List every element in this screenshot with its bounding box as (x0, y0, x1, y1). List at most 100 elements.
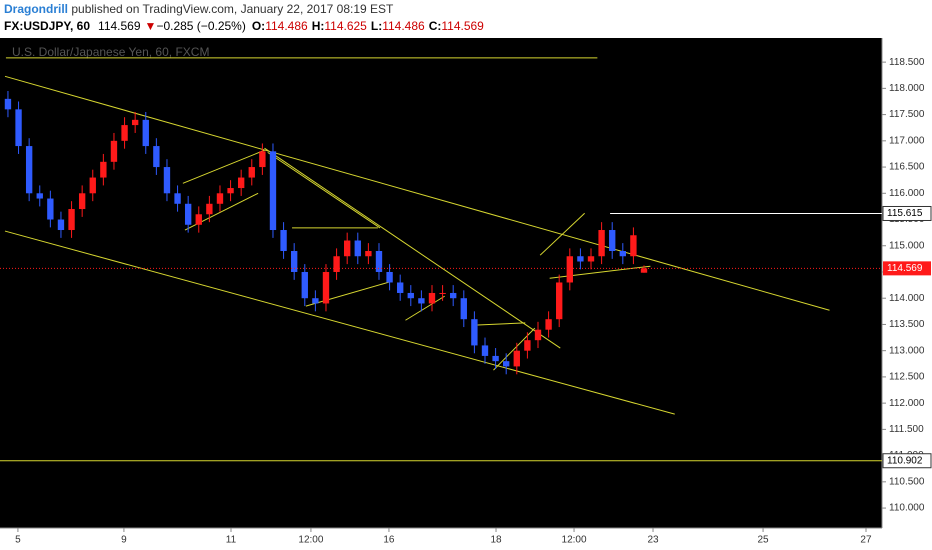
candle-body (619, 250, 626, 257)
price: 114.569 (98, 19, 141, 33)
candle-body (195, 214, 202, 225)
symbol: FX:USDJPY, 60 (4, 19, 90, 33)
y-tick-label: 117.500 (889, 109, 925, 120)
trend-line (4, 75, 830, 311)
y-tick-label: 114.000 (889, 293, 925, 304)
level-badge (882, 453, 932, 469)
x-tick-label: 18 (490, 535, 502, 546)
trend-line (267, 151, 381, 229)
candle-body (460, 298, 467, 320)
candle-body (534, 329, 542, 341)
y-tick-label: 112.000 (889, 398, 925, 409)
y-tick-label: 115.000 (889, 240, 925, 251)
y-tick-label: 116.500 (889, 162, 925, 173)
y-tick-label: 111.500 (889, 424, 924, 435)
candle-body (110, 140, 118, 162)
x-tick-label: 12:00 (298, 535, 323, 546)
plot-area (0, 38, 882, 528)
x-tick-label: 27 (860, 535, 872, 546)
published: published on TradingView.com, January 22… (68, 2, 394, 16)
y-tick-label: 110.000 (889, 503, 925, 514)
level-badge (882, 205, 932, 221)
arrow: ▼ (145, 19, 157, 33)
x-tick-label: 16 (383, 535, 395, 546)
trend-line (477, 322, 526, 326)
c-value: 114.569 (441, 19, 484, 33)
candle-body (280, 230, 287, 251)
candle-body (184, 203, 192, 225)
candle-body (524, 340, 531, 351)
y-tick-label: 110.500 (889, 476, 925, 487)
candle-body (598, 230, 605, 257)
y-tick-label: 118.000 (889, 83, 925, 94)
trend-line (405, 295, 445, 321)
candle-body (312, 298, 319, 304)
header-line: Dragondrill published on TradingView.com… (4, 2, 394, 16)
trend-line (182, 149, 265, 184)
y-tick-label: 118.500 (889, 57, 925, 68)
candle-body (354, 240, 361, 257)
candle-body (450, 292, 457, 299)
x-tick-label: 23 (647, 535, 659, 546)
candle-body (386, 271, 393, 283)
candle-body (89, 177, 96, 194)
candle-body (100, 161, 107, 178)
candle-body (4, 98, 12, 110)
watermark: U.S. Dollar/Japanese Yen, 60, FXCM (12, 45, 209, 59)
trend-line (493, 327, 536, 371)
candle-body (227, 188, 234, 194)
candle-body (503, 361, 510, 367)
y-tick-label: 113.500 (889, 319, 925, 330)
candle-body (174, 193, 181, 204)
x-tick-label: 5 (15, 535, 21, 546)
candle-body (142, 119, 149, 147)
candle-body (301, 271, 308, 299)
last-price-badge (883, 261, 931, 276)
candle-body (545, 319, 552, 330)
y-tick-label: 112.500 (889, 372, 925, 383)
author[interactable]: Dragondrill (4, 2, 68, 16)
candle-body (153, 146, 160, 168)
candle-body (121, 125, 128, 141)
y-tick-label: 117.000 (889, 135, 925, 146)
candle-body (68, 209, 75, 231)
candle-body (375, 250, 383, 272)
candle-body (492, 355, 499, 362)
candle-body (15, 109, 22, 147)
candle-body (269, 151, 277, 231)
candle-body (439, 292, 446, 294)
x-tick-label: 25 (757, 535, 769, 546)
candle-body (333, 256, 340, 272)
candle-body (57, 219, 65, 231)
candle-body (587, 256, 595, 262)
candle-body (131, 119, 139, 126)
candle-body (640, 268, 648, 273)
x-tick-label: 9 (121, 535, 127, 546)
candle-body (556, 282, 563, 320)
trend-line (4, 230, 675, 415)
candle-body (418, 298, 425, 304)
candle-body (630, 235, 637, 257)
candle-body (481, 345, 489, 356)
level-label: 110.902 (887, 455, 923, 466)
candle-body (471, 319, 478, 346)
x-tick-label: 11 (226, 535, 237, 546)
x-tick-label: 12:00 (562, 535, 587, 546)
candle-body (513, 350, 520, 367)
trend-line (264, 147, 561, 349)
candle-body (237, 177, 245, 189)
candle-body (36, 193, 43, 199)
candle-body (428, 292, 436, 304)
h-label: H: (312, 19, 325, 33)
candle-body (47, 198, 54, 220)
candle-body (248, 167, 255, 178)
l-value: 114.486 (382, 19, 425, 33)
candle-body (25, 146, 33, 194)
candle-body (344, 240, 351, 257)
y-tick-label: 116.000 (889, 188, 925, 199)
trend-line (305, 281, 390, 307)
candle-body (259, 151, 266, 168)
o-label: O: (252, 19, 265, 33)
candle-body (407, 292, 414, 299)
